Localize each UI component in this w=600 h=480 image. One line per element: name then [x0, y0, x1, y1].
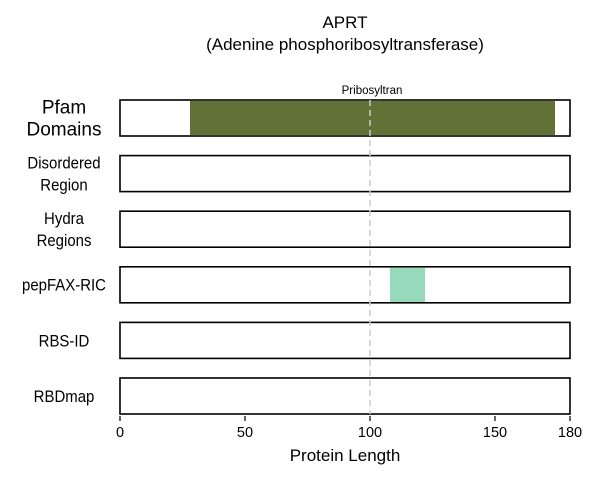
- x-axis: 0 50 100 150 180: [116, 416, 582, 441]
- track-label: Regions: [37, 232, 92, 250]
- chart-title: APRT: [322, 13, 367, 32]
- x-tick-label: 0: [116, 425, 124, 441]
- x-tick-label: 180: [558, 425, 582, 441]
- track-label: Domains: [27, 120, 102, 141]
- track-frame: [119, 210, 571, 248]
- track-frame: [119, 154, 571, 193]
- x-axis-label: Protein Length: [290, 446, 401, 465]
- track-label: pepFAX-RIC: [22, 277, 106, 295]
- track-frame: [119, 321, 571, 360]
- x-tick-label: 150: [483, 425, 507, 441]
- track-frame: [119, 377, 571, 415]
- domain-segment: [390, 267, 425, 302]
- chart-subtitle: (Adenine phosphoribosyltransferase): [206, 35, 484, 54]
- track-label: Hydra: [44, 210, 84, 228]
- x-tick-label: 100: [358, 425, 382, 441]
- track-label: Region: [40, 177, 87, 195]
- track-label: Disordered: [27, 155, 100, 173]
- track-label: RBDmap: [34, 388, 95, 406]
- track-label: Pfam: [42, 98, 86, 119]
- segment-label: Pribosyltran: [342, 85, 403, 97]
- track-frame: [119, 265, 571, 304]
- x-tick-label: 50: [237, 425, 253, 441]
- domain-segment: [190, 100, 555, 136]
- track-label: RBS-ID: [39, 333, 90, 351]
